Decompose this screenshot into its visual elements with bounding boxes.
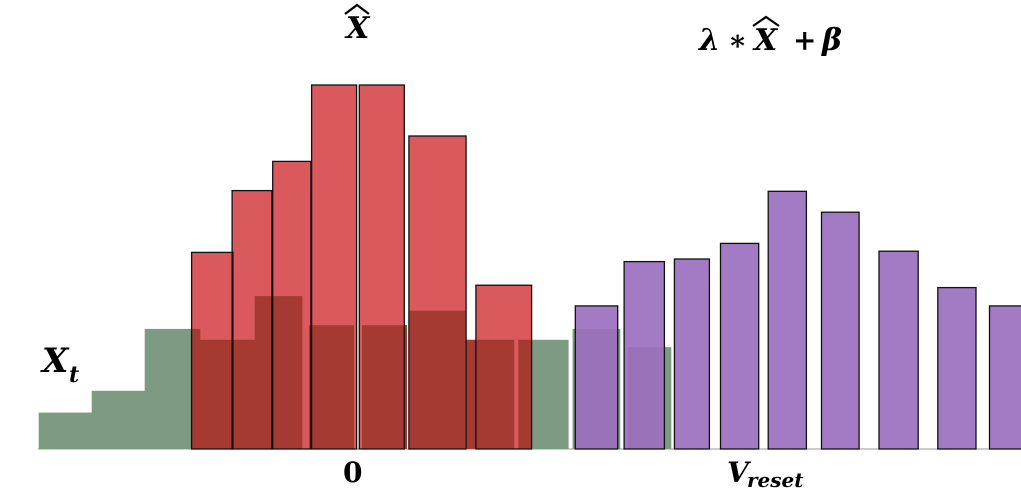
transformed-bar bbox=[820, 211, 860, 450]
vreset-label-base: V bbox=[727, 456, 752, 489]
xhat-bar-outline bbox=[475, 284, 533, 450]
transform-plus: + bbox=[793, 24, 816, 57]
overlap-bar bbox=[309, 325, 354, 449]
transformed-bar bbox=[878, 250, 919, 450]
vreset-label: V reset bbox=[727, 456, 804, 492]
transformed-bar bbox=[767, 190, 808, 450]
transform-x: X bbox=[752, 23, 779, 58]
overlap-region bbox=[191, 296, 532, 449]
transform-label: λ ∗ X + β bbox=[697, 15, 842, 58]
overlap-bar bbox=[362, 325, 407, 449]
xhat-hat-icon bbox=[344, 3, 370, 15]
xhat-label-symbol: X bbox=[344, 11, 371, 46]
xt-label: X t bbox=[40, 341, 79, 388]
transform-hat-icon bbox=[752, 15, 780, 27]
xhat-bar-outlines bbox=[190, 84, 533, 450]
transformed-bar bbox=[574, 305, 619, 450]
transformed-bar bbox=[623, 260, 666, 450]
xhat-label: X bbox=[344, 3, 371, 46]
transform-beta: β bbox=[821, 23, 842, 58]
xhat-bar-outline bbox=[310, 84, 358, 450]
xhat-bar-outline bbox=[358, 84, 405, 450]
overlap-bar bbox=[466, 339, 515, 449]
transform-mul: ∗ bbox=[728, 24, 747, 57]
xhat-bar-outline bbox=[231, 189, 273, 450]
transformed-bar bbox=[988, 305, 1021, 450]
xt-bar bbox=[38, 412, 95, 449]
xt-bar bbox=[91, 390, 148, 449]
xhat-bar-outline bbox=[408, 135, 467, 450]
xt-label-sub: t bbox=[69, 362, 79, 388]
xhat-bar-outline bbox=[190, 251, 234, 450]
xt-label-base: X bbox=[40, 341, 70, 381]
overlap-bar bbox=[254, 296, 303, 449]
transformed-bar bbox=[937, 286, 977, 450]
transform-lambda: λ bbox=[697, 23, 720, 58]
overlap-bar bbox=[193, 339, 258, 449]
xhat-bar-outline bbox=[272, 160, 312, 450]
zero-label: 0 bbox=[343, 456, 362, 489]
transformed-histogram bbox=[574, 190, 1021, 450]
transformed-bar bbox=[673, 258, 711, 450]
overlap-bar bbox=[409, 310, 466, 449]
transformed-bar bbox=[719, 242, 760, 450]
vreset-label-sub: reset bbox=[747, 468, 804, 492]
overlap-bar bbox=[518, 339, 532, 449]
